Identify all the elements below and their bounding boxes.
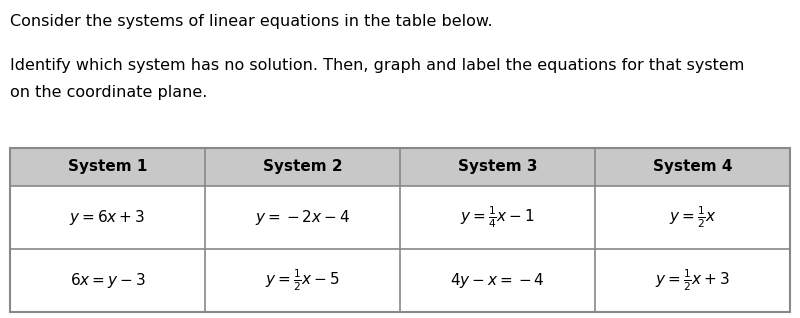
Text: System 3: System 3	[458, 160, 538, 175]
Text: System 2: System 2	[262, 160, 342, 175]
Text: on the coordinate plane.: on the coordinate plane.	[10, 85, 207, 100]
Text: $6x = y - 3$: $6x = y - 3$	[70, 271, 146, 290]
Text: $y = -2x - 4$: $y = -2x - 4$	[255, 208, 350, 227]
Text: System 1: System 1	[68, 160, 147, 175]
Text: Identify which system has no solution. Then, graph and label the equations for t: Identify which system has no solution. T…	[10, 58, 744, 73]
Text: $4y - x = -4$: $4y - x = -4$	[450, 271, 545, 290]
Text: System 4: System 4	[653, 160, 732, 175]
Text: $y = \frac{1}{2}x - 5$: $y = \frac{1}{2}x - 5$	[265, 268, 340, 293]
Text: $y = \frac{1}{2}x$: $y = \frac{1}{2}x$	[669, 205, 717, 230]
Text: Consider the systems of linear equations in the table below.: Consider the systems of linear equations…	[10, 14, 493, 29]
Text: $y = 6x + 3$: $y = 6x + 3$	[70, 208, 146, 227]
Text: $y = \frac{1}{4}x - 1$: $y = \frac{1}{4}x - 1$	[460, 205, 535, 230]
Text: $y = \frac{1}{2}x + 3$: $y = \frac{1}{2}x + 3$	[655, 268, 730, 293]
